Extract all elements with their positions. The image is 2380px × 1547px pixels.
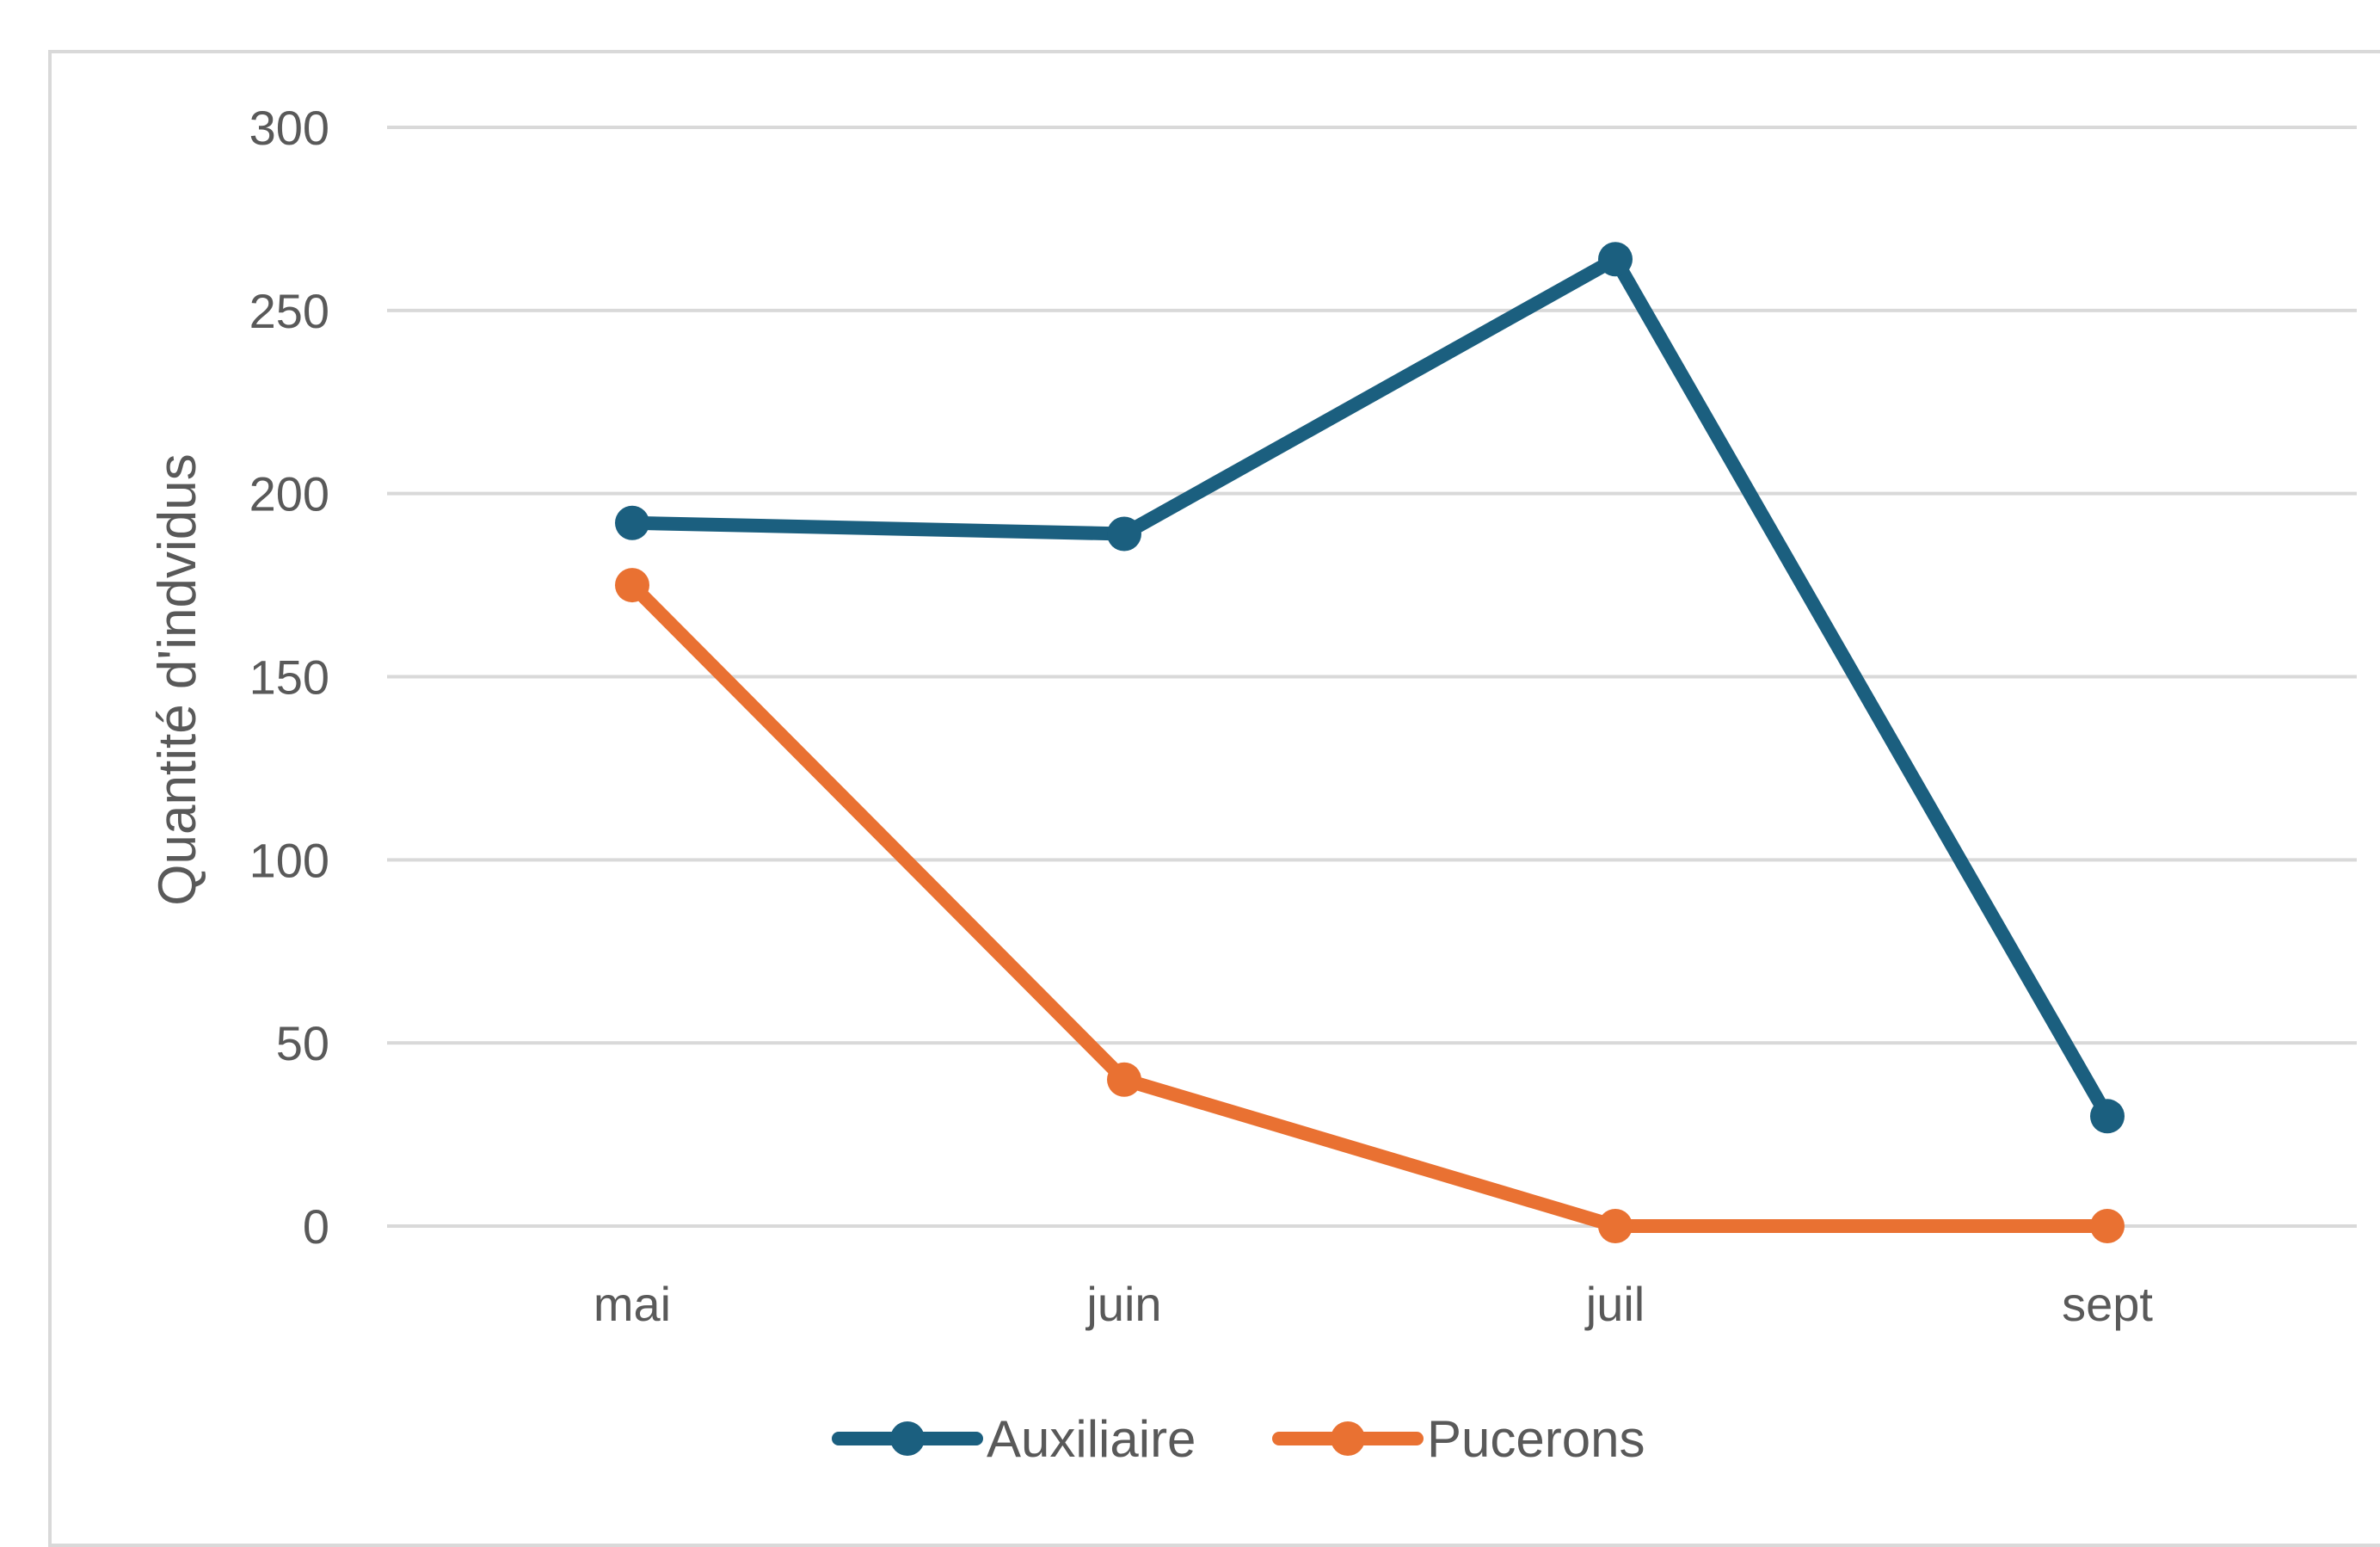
legend-item-auxiliaire[interactable]: Auxiliaire	[832, 1410, 1196, 1468]
legend-label: Auxiliaire	[987, 1410, 1196, 1468]
x-tick-label: juil	[1584, 1277, 1645, 1331]
legend: Auxiliaire Pucerons	[832, 1410, 1645, 1468]
series-line	[625, 252, 2114, 1124]
series-line	[625, 578, 2114, 1233]
y-tick-label: 300	[249, 101, 329, 155]
data-point	[1598, 1209, 1633, 1243]
y-axis-ticks: 0 50 100 150 200 250 300	[249, 101, 329, 1254]
x-tick-label: sept	[2062, 1277, 2153, 1331]
data-point	[1598, 242, 1633, 277]
legend-item-pucerons[interactable]: Pucerons	[1272, 1410, 1645, 1468]
legend-swatch-marker	[890, 1421, 925, 1456]
x-tick-label: juin	[1085, 1277, 1161, 1331]
data-point	[1107, 1062, 1141, 1097]
gridlines	[387, 126, 2357, 1228]
data-point	[2090, 1099, 2125, 1134]
y-tick-label: 200	[249, 467, 329, 521]
legend-label: Pucerons	[1427, 1410, 1645, 1468]
data-point	[1107, 516, 1141, 552]
y-tick-label: 50	[276, 1016, 329, 1070]
data-point	[615, 505, 649, 540]
y-axis-title: Quantité d'indvidus	[148, 453, 207, 905]
legend-swatch-marker	[1331, 1421, 1365, 1456]
series-auxiliaire	[615, 242, 2125, 1134]
y-tick-label: 250	[249, 284, 329, 338]
x-tick-label: mai	[593, 1277, 671, 1331]
data-point	[615, 568, 649, 603]
y-tick-label: 150	[249, 650, 329, 705]
series-pucerons	[615, 568, 2125, 1243]
x-axis-ticks: mai juin juil sept	[593, 1277, 2153, 1331]
series	[615, 242, 2125, 1243]
y-tick-label: 0	[303, 1199, 329, 1254]
data-point	[2090, 1209, 2125, 1243]
y-tick-label: 100	[249, 833, 329, 887]
chart-frame	[48, 50, 2380, 1547]
